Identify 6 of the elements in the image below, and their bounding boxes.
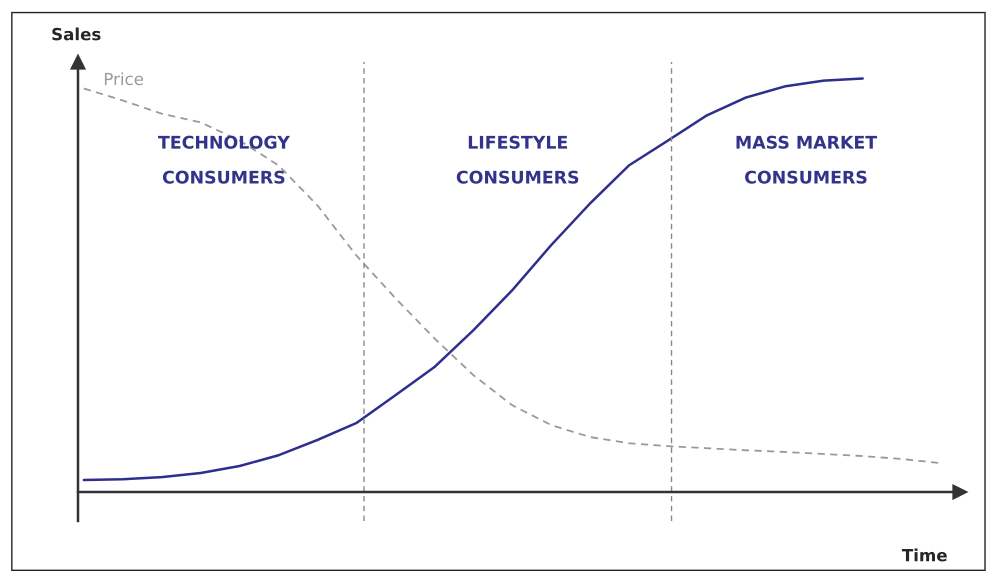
text: LIFESTYLE CONSUMERS	[456, 136, 578, 184]
text: MASS MARKET CONSUMERS	[736, 136, 878, 184]
series-label: Price	[104, 72, 144, 86]
x-axis-title: Time	[902, 548, 947, 562]
y-axis-title: Sales	[52, 28, 101, 40]
text: TECHNOLOGY CONSUMERS	[158, 136, 290, 184]
